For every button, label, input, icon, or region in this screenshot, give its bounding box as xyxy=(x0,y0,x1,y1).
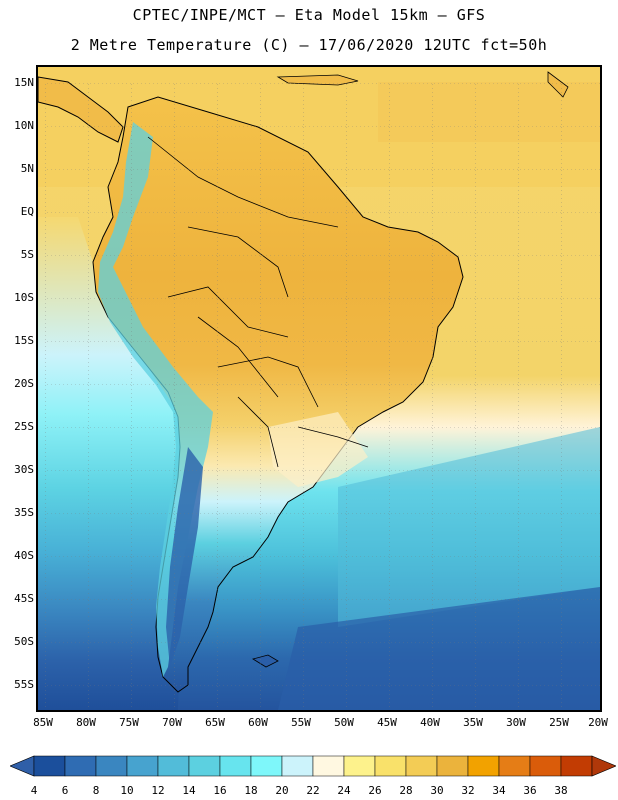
colorbar-swatch xyxy=(33,755,66,777)
colorbar-under-arrow xyxy=(10,755,35,777)
colorbar-tick-label: 6 xyxy=(61,784,69,797)
map-field xyxy=(38,67,600,710)
colorbar-swatch xyxy=(560,755,593,777)
colorbar-swatch xyxy=(436,755,469,777)
temperature-map xyxy=(36,65,602,712)
lat-label: 5S xyxy=(20,248,34,261)
colorbar-tick-label: 10 xyxy=(120,784,134,797)
lon-label: 65W xyxy=(205,716,225,729)
colorbar-tick-label: 30 xyxy=(430,784,444,797)
lat-label: 10N xyxy=(14,119,34,132)
lat-label: 55S xyxy=(14,678,34,691)
lat-label: 45S xyxy=(14,592,34,605)
colorbar-tick-label: 14 xyxy=(182,784,196,797)
colorbar-swatch xyxy=(374,755,407,777)
lon-label: 60W xyxy=(248,716,268,729)
colorbar-swatch xyxy=(529,755,562,777)
map-title: CPTEC/INPE/MCT – Eta Model 15km – GFS xyxy=(132,6,486,24)
lon-label: 85W xyxy=(33,716,53,729)
colorbar-swatch xyxy=(312,755,345,777)
colorbar xyxy=(10,755,616,777)
map-subtitle: 2 Metre Temperature (C) – 17/06/2020 12U… xyxy=(70,36,548,54)
colorbar-swatch xyxy=(467,755,500,777)
colorbar-tick-label: 4 xyxy=(30,784,38,797)
colorbar-swatch xyxy=(250,755,283,777)
lat-label: 30S xyxy=(14,463,34,476)
colorbar-tick-label: 34 xyxy=(492,784,506,797)
colorbar-tick-label: 12 xyxy=(151,784,165,797)
colorbar-tick-label: 26 xyxy=(368,784,382,797)
lon-label: 25W xyxy=(549,716,569,729)
colorbar-tick-label: 28 xyxy=(399,784,413,797)
lat-label: 40S xyxy=(14,549,34,562)
lon-label: 45W xyxy=(377,716,397,729)
lon-label: 40W xyxy=(420,716,440,729)
colorbar-swatch xyxy=(64,755,97,777)
lon-label: 80W xyxy=(76,716,96,729)
colorbar-swatch xyxy=(95,755,128,777)
lon-label: 35W xyxy=(463,716,483,729)
colorbar-swatch xyxy=(281,755,314,777)
lat-label: 5N xyxy=(20,162,34,175)
lat-label: 25S xyxy=(14,420,34,433)
lat-label: 35S xyxy=(14,506,34,519)
colorbar-swatch xyxy=(343,755,376,777)
colorbar-swatch xyxy=(188,755,221,777)
colorbar-tick-label: 20 xyxy=(275,784,289,797)
lon-label: 70W xyxy=(162,716,182,729)
colorbar-tick-label: 38 xyxy=(554,784,568,797)
colorbar-tick-label: 8 xyxy=(92,784,100,797)
lat-label: 50S xyxy=(14,635,34,648)
colorbar-swatch xyxy=(157,755,190,777)
lat-label: 20S xyxy=(14,377,34,390)
colorbar-swatch xyxy=(219,755,252,777)
colorbar-tick-label: 36 xyxy=(523,784,537,797)
lat-label: EQ xyxy=(20,205,34,218)
lat-label: 15N xyxy=(14,76,34,89)
colorbar-over-arrow xyxy=(591,755,616,777)
colorbar-swatch xyxy=(405,755,438,777)
colorbar-tick-label: 22 xyxy=(306,784,320,797)
colorbar-tick-label: 32 xyxy=(461,784,475,797)
lon-label: 20W xyxy=(588,716,608,729)
lon-label: 30W xyxy=(506,716,526,729)
lon-label: 75W xyxy=(119,716,139,729)
lon-label: 55W xyxy=(291,716,311,729)
lat-label: 10S xyxy=(14,291,34,304)
colorbar-tick-label: 18 xyxy=(244,784,258,797)
colorbar-tick-label: 16 xyxy=(213,784,227,797)
colorbar-tick-label: 24 xyxy=(337,784,351,797)
colorbar-swatch xyxy=(126,755,159,777)
lon-label: 50W xyxy=(334,716,354,729)
colorbar-swatch xyxy=(498,755,531,777)
lat-label: 15S xyxy=(14,334,34,347)
